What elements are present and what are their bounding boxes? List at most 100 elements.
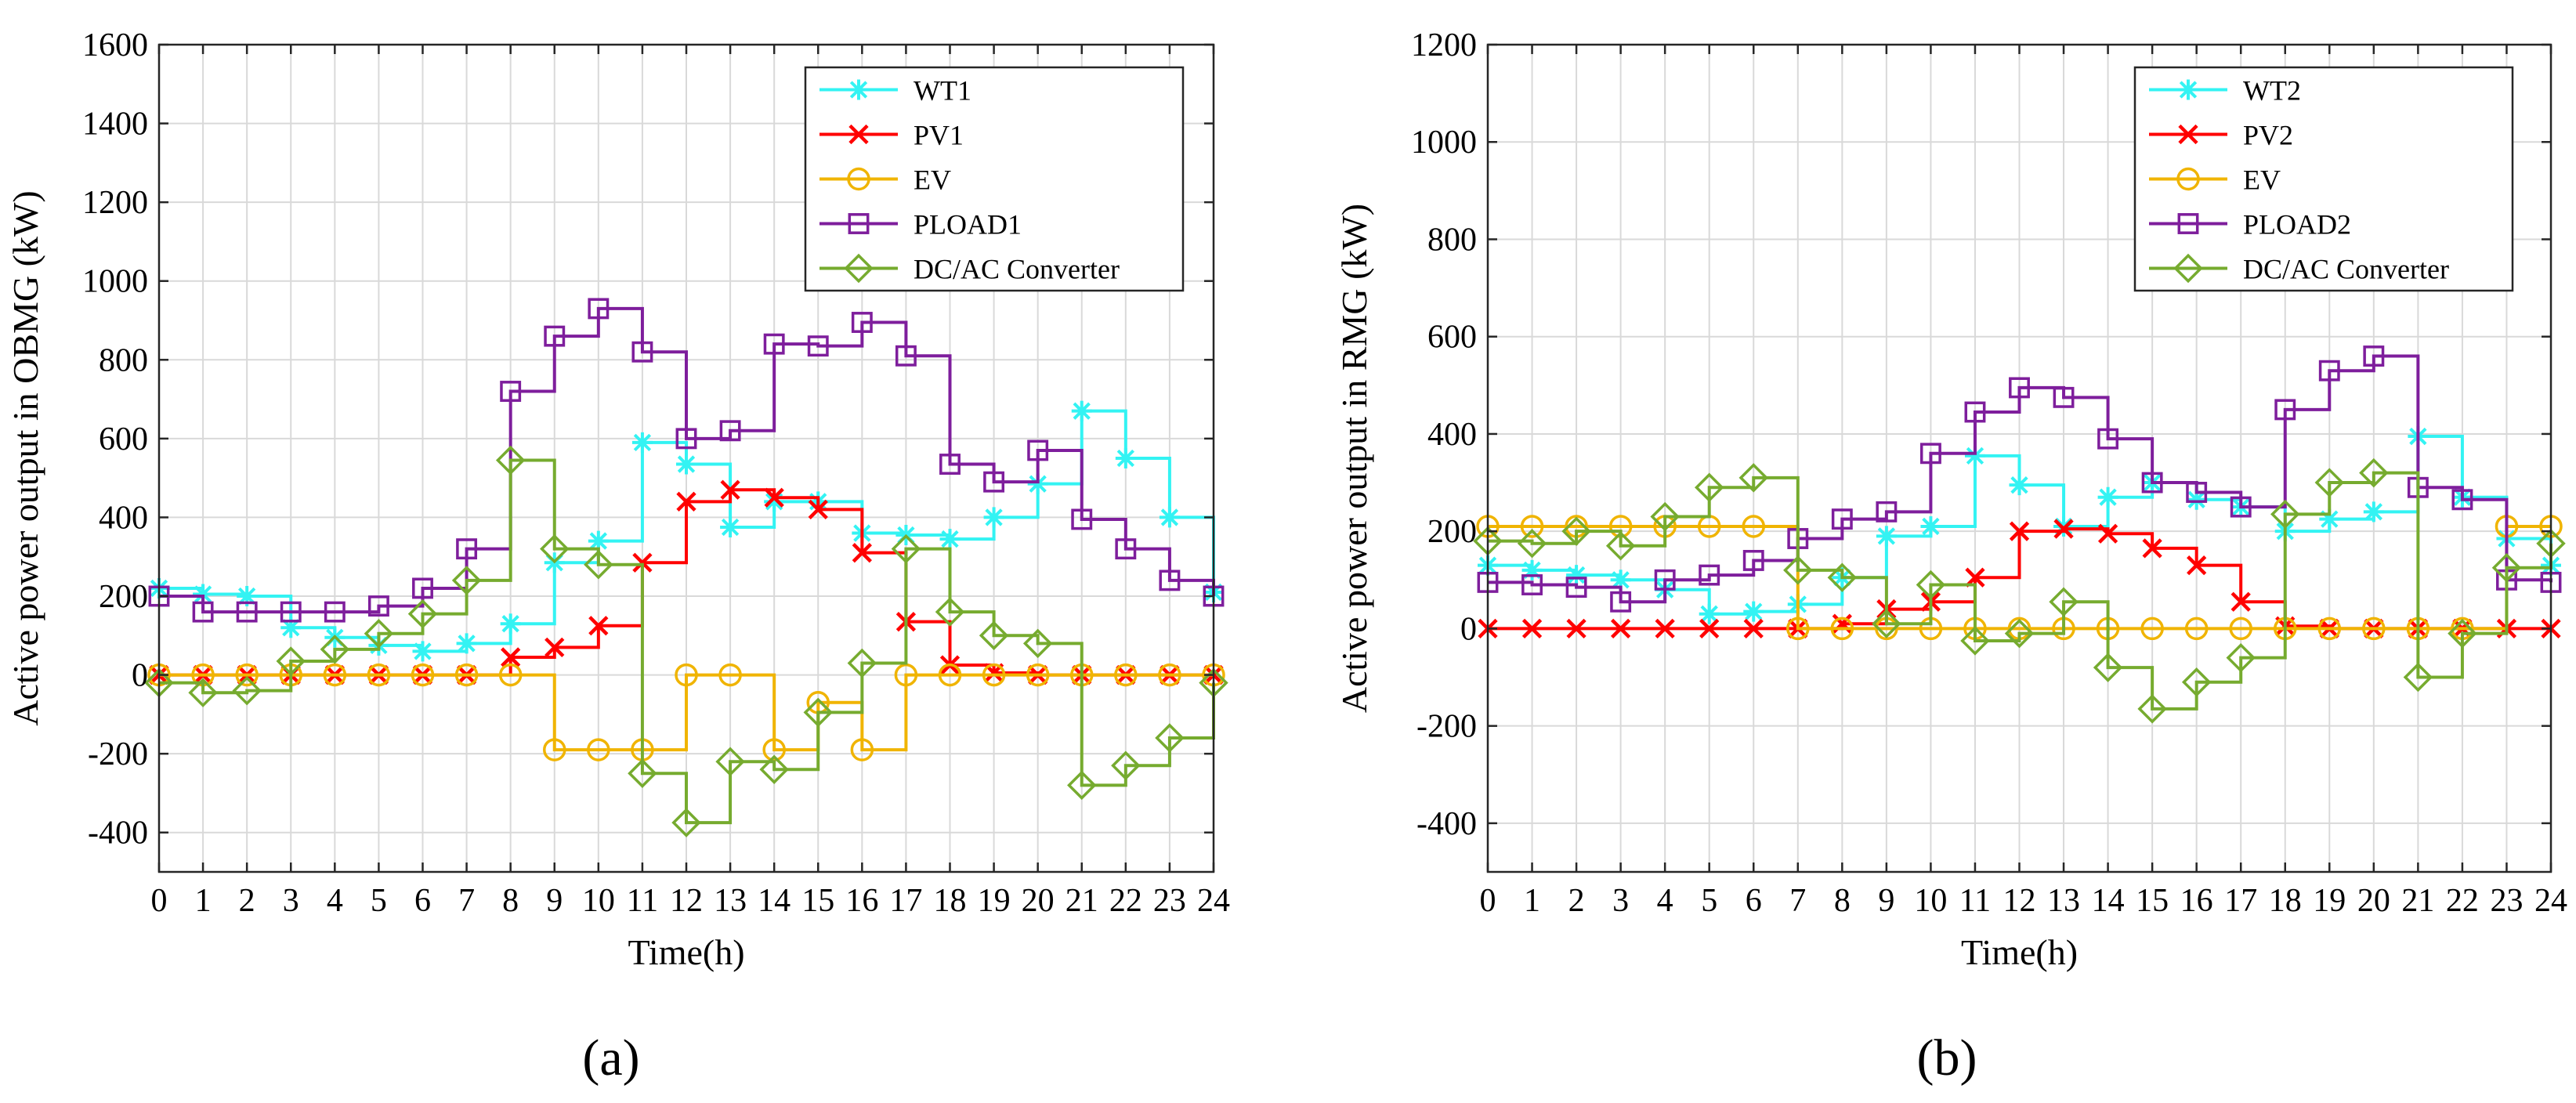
data-point bbox=[891, 533, 921, 564]
y-tick-label: 1400 bbox=[82, 107, 148, 143]
legend: WT2 PV2 EV PLOAD2 DC/AC Converter bbox=[2133, 66, 2514, 292]
data-point bbox=[323, 663, 347, 687]
x-tick-label: 4 bbox=[327, 883, 343, 919]
data-point bbox=[1743, 618, 1764, 639]
data-point bbox=[1742, 515, 1765, 538]
data-point bbox=[2053, 386, 2075, 408]
data-point bbox=[894, 663, 918, 687]
data-point bbox=[1916, 570, 1946, 600]
data-point bbox=[587, 738, 610, 761]
data-point bbox=[628, 758, 657, 789]
series-line-pload2 bbox=[1488, 354, 2552, 604]
x-tick-label: 5 bbox=[1701, 883, 1717, 919]
data-point bbox=[1699, 603, 1720, 624]
data-point bbox=[235, 663, 259, 687]
data-point bbox=[895, 345, 917, 367]
x-tick-label: 23 bbox=[1153, 883, 1186, 919]
data-point bbox=[1155, 723, 1185, 753]
legend-label: PLOAD1 bbox=[914, 209, 1022, 240]
data-point bbox=[2451, 489, 2473, 511]
data-point bbox=[1964, 445, 1985, 466]
data-point bbox=[2186, 489, 2207, 510]
x-tick-label: 9 bbox=[1878, 883, 1894, 919]
data-point bbox=[763, 333, 785, 355]
data-point bbox=[280, 617, 302, 638]
data-point bbox=[764, 487, 784, 508]
y-tick-label: 1200 bbox=[82, 185, 148, 221]
data-point bbox=[588, 616, 609, 636]
legend-marker bbox=[2176, 167, 2200, 191]
x-tick-label: 11 bbox=[1959, 883, 1991, 919]
data-point bbox=[1694, 472, 1724, 502]
data-point bbox=[500, 381, 522, 402]
data-point bbox=[454, 663, 479, 687]
data-point bbox=[1521, 559, 1543, 580]
data-point bbox=[938, 663, 962, 687]
legend-marker bbox=[2178, 124, 2198, 145]
series-line-dc-ac-converter bbox=[159, 458, 1215, 825]
y-tick-label: -400 bbox=[88, 815, 148, 852]
x-tick-label: 16 bbox=[2180, 883, 2213, 919]
data-point bbox=[1158, 663, 1181, 687]
x-axis-label: Time(h) bbox=[628, 932, 744, 972]
data-point bbox=[2097, 428, 2119, 450]
legend-item-pv2: PV2 bbox=[2149, 120, 2293, 151]
data-point bbox=[588, 298, 610, 320]
data-point bbox=[2049, 587, 2079, 617]
legend-label: PV2 bbox=[2243, 120, 2293, 151]
data-point bbox=[631, 432, 653, 453]
data-point bbox=[762, 738, 786, 761]
data-point bbox=[1565, 577, 1587, 599]
series-pload2 bbox=[1477, 345, 2562, 613]
data-point bbox=[2270, 499, 2300, 530]
data-point bbox=[1783, 555, 1813, 585]
data-point bbox=[2140, 617, 2164, 641]
series-pload1 bbox=[148, 298, 1225, 623]
x-tick-label: 18 bbox=[2269, 883, 2302, 919]
x-tick-label: 15 bbox=[801, 883, 834, 919]
data-point bbox=[364, 619, 394, 649]
data-point bbox=[719, 420, 741, 442]
legend-marker bbox=[848, 213, 870, 234]
x-axis-label: Time(h) bbox=[1961, 932, 2078, 972]
chart-panel-b: 0 1 2 3 4 5 6 7 8 9 10 11 12 13 14 15 16 17 18 19 20 21 22 23 24… bbox=[1334, 27, 2567, 972]
data-point bbox=[1876, 501, 1898, 523]
x-tick-label: 17 bbox=[889, 883, 922, 919]
data-point bbox=[1027, 473, 1048, 494]
x-tick-label: 2 bbox=[1568, 883, 1585, 919]
data-point bbox=[2230, 496, 2252, 518]
data-point bbox=[1521, 618, 1543, 639]
data-point bbox=[851, 312, 873, 333]
data-point bbox=[588, 530, 609, 552]
x-tick-label: 18 bbox=[934, 883, 967, 919]
data-point bbox=[1655, 618, 1675, 639]
data-point bbox=[671, 808, 701, 837]
data-point bbox=[1521, 574, 1543, 595]
data-point bbox=[411, 663, 435, 687]
x-tick-label: 0 bbox=[1480, 883, 1496, 919]
data-point bbox=[852, 543, 872, 563]
data-point bbox=[1743, 601, 1764, 622]
x-tick-label: 21 bbox=[2401, 883, 2434, 919]
x-tick-label: 4 bbox=[1657, 883, 1673, 919]
data-point bbox=[451, 566, 482, 595]
data-point bbox=[1022, 628, 1053, 659]
series-dc-ac-converter bbox=[144, 445, 1228, 837]
y-tick-label: 600 bbox=[99, 421, 148, 457]
legend-label: DC/AC Converter bbox=[2243, 254, 2449, 285]
legend-item-wt1: WT1 bbox=[819, 75, 971, 107]
y-tick-label: 800 bbox=[99, 342, 148, 378]
x-tick-label: 10 bbox=[582, 883, 615, 919]
series-line-dc-ac-converter bbox=[1488, 471, 2552, 711]
x-tick-label: 14 bbox=[758, 883, 791, 919]
data-point bbox=[543, 738, 566, 761]
data-point bbox=[1650, 501, 1680, 532]
data-point bbox=[1920, 515, 1941, 537]
data-point bbox=[2009, 521, 2030, 541]
y-tick-label: 600 bbox=[1427, 320, 1477, 356]
panel-label-b: (b) bbox=[1917, 1029, 1977, 1087]
legend-label: EV bbox=[914, 165, 951, 196]
x-tick-label: 22 bbox=[1109, 883, 1142, 919]
data-point bbox=[2186, 482, 2208, 503]
data-point bbox=[1960, 626, 1990, 656]
